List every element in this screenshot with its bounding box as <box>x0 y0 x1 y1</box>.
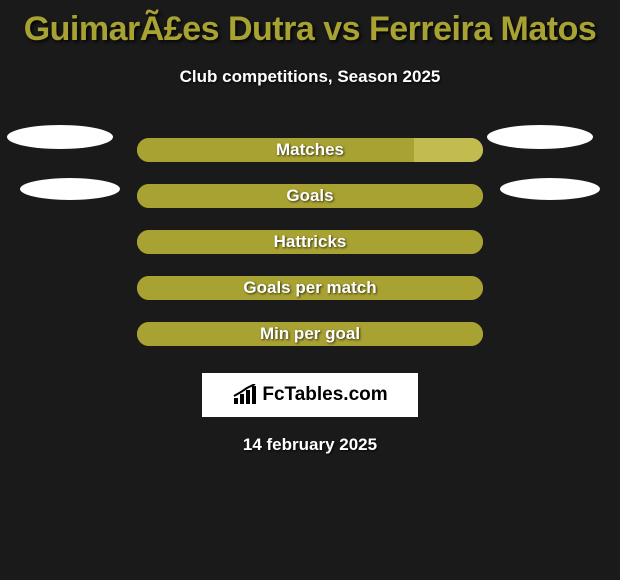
bar-track: 0Hattricks <box>137 230 483 254</box>
subtitle: Club competitions, Season 2025 <box>0 67 620 87</box>
player-left-ellipse <box>20 178 120 200</box>
bar-track: 0Goals <box>137 184 483 208</box>
stat-row: Min per goal <box>0 311 620 357</box>
logo-box: FcTables.com <box>202 373 418 417</box>
bar-label: Goals per match <box>137 276 483 300</box>
player-left-ellipse <box>7 125 113 149</box>
bar-chart-icon <box>232 384 258 406</box>
bar-label: Hattricks <box>137 230 483 254</box>
stat-row: Goals per match <box>0 265 620 311</box>
bar-label: Min per goal <box>137 322 483 346</box>
infographic-container: GuimarÃ£es Dutra vs Ferreira Matos Club … <box>0 0 620 455</box>
bar-label: Goals <box>137 184 483 208</box>
date-text: 14 february 2025 <box>0 435 620 455</box>
logo-text: FcTables.com <box>262 384 387 406</box>
bar-label: Matches <box>137 138 483 162</box>
bar-track: 41Matches <box>137 138 483 162</box>
bar-track: Min per goal <box>137 322 483 346</box>
player-right-ellipse <box>500 178 600 200</box>
stat-rows: 41Matches 0Goals 0Hattricks Goals per match… <box>0 127 620 357</box>
player-right-ellipse <box>487 125 593 149</box>
stat-row: 0Hattricks <box>0 219 620 265</box>
page-title: GuimarÃ£es Dutra vs Ferreira Matos <box>0 0 620 49</box>
bar-track: Goals per match <box>137 276 483 300</box>
